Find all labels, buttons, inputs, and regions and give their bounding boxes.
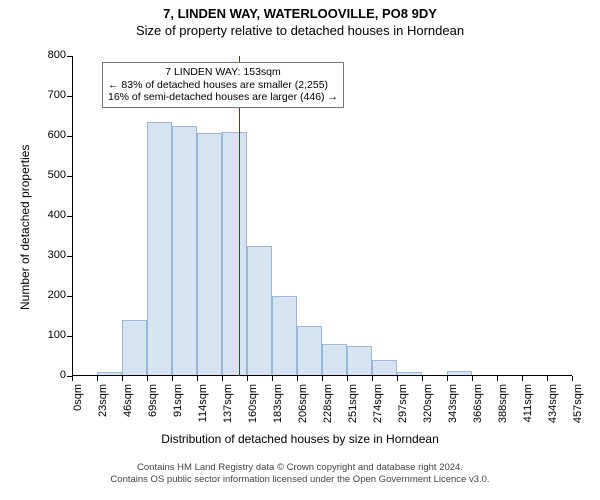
y-tick-label: 400 — [32, 209, 66, 221]
x-tick — [122, 376, 123, 381]
y-tick-label: 700 — [32, 89, 66, 101]
x-tick — [497, 376, 498, 381]
y-tick-label: 200 — [32, 289, 66, 301]
x-tick-label: 46sqm — [122, 384, 134, 417]
x-tick-label: 137sqm — [222, 384, 234, 423]
x-tick — [97, 376, 98, 381]
x-tick-label: 228sqm — [322, 384, 334, 423]
chart-title-main: 7, LINDEN WAY, WATERLOOVILLE, PO8 9DY — [0, 6, 600, 21]
x-tick-label: 91sqm — [172, 384, 184, 417]
y-tick-label: 300 — [32, 249, 66, 261]
histogram-bar — [347, 346, 372, 376]
x-axis-line — [72, 375, 572, 376]
x-tick-label: 274sqm — [372, 384, 384, 423]
x-tick-label: 297sqm — [397, 384, 409, 423]
caption-line-1: Contains HM Land Registry data © Crown c… — [137, 462, 463, 473]
x-tick — [347, 376, 348, 381]
x-tick-label: 411sqm — [522, 384, 534, 422]
y-tick-label: 800 — [32, 49, 66, 61]
x-tick — [147, 376, 148, 381]
histogram-bar — [147, 122, 172, 376]
y-tick-label: 0 — [32, 369, 66, 381]
x-tick — [422, 376, 423, 381]
histogram-bar — [322, 344, 347, 376]
histogram-bar — [272, 296, 297, 376]
x-tick-label: 343sqm — [447, 384, 459, 423]
x-tick — [172, 376, 173, 381]
x-tick — [247, 376, 248, 381]
histogram-bar — [197, 133, 222, 376]
annotation-box: 7 LINDEN WAY: 153sqm ← 83% of detached h… — [102, 62, 344, 108]
y-tick-label: 500 — [32, 169, 66, 181]
plot-area: 01002003004005006007008000sqm23sqm46sqm6… — [72, 56, 572, 376]
histogram-bar — [247, 246, 272, 376]
y-tick-label: 600 — [32, 129, 66, 141]
x-tick-label: 0sqm — [72, 384, 84, 411]
chart-title-sub: Size of property relative to detached ho… — [0, 23, 600, 38]
x-axis-label: Distribution of detached houses by size … — [0, 432, 600, 446]
x-tick-label: 251sqm — [347, 384, 359, 423]
histogram-bar — [222, 132, 247, 376]
x-tick-label: 388sqm — [497, 384, 509, 423]
x-tick — [472, 376, 473, 381]
histogram-bar — [372, 360, 397, 376]
annotation-line-1: 7 LINDEN WAY: 153sqm — [108, 66, 338, 79]
x-tick-label: 320sqm — [422, 384, 434, 423]
histogram-bar — [172, 126, 197, 376]
x-tick-label: 457sqm — [572, 384, 584, 423]
caption-line-2: Contains OS public sector information li… — [110, 474, 489, 485]
annotation-line-2: ← 83% of detached houses are smaller (2,… — [108, 79, 338, 92]
x-tick — [522, 376, 523, 381]
histogram-bar — [297, 326, 322, 376]
x-tick — [197, 376, 198, 381]
x-tick-label: 160sqm — [247, 384, 259, 423]
x-tick — [547, 376, 548, 381]
x-tick — [272, 376, 273, 381]
annotation-line-3: 16% of semi-detached houses are larger (… — [108, 91, 338, 104]
x-tick-label: 183sqm — [272, 384, 284, 423]
x-tick — [322, 376, 323, 381]
x-tick — [297, 376, 298, 381]
x-tick-label: 206sqm — [297, 384, 309, 423]
histogram-bar — [122, 320, 147, 376]
x-tick-label: 434sqm — [547, 384, 559, 423]
x-tick-label: 69sqm — [147, 384, 159, 417]
y-tick-label: 100 — [32, 329, 66, 341]
x-tick — [572, 376, 573, 381]
x-tick-label: 114sqm — [197, 384, 209, 422]
y-axis-label: Number of detached properties — [18, 145, 32, 310]
x-tick — [447, 376, 448, 381]
x-tick-label: 366sqm — [472, 384, 484, 423]
x-tick-label: 23sqm — [97, 384, 109, 417]
caption: Contains HM Land Registry data © Crown c… — [0, 462, 600, 486]
x-tick — [222, 376, 223, 381]
x-tick — [72, 376, 73, 381]
x-tick — [397, 376, 398, 381]
y-axis-line — [72, 56, 73, 376]
x-tick — [372, 376, 373, 381]
